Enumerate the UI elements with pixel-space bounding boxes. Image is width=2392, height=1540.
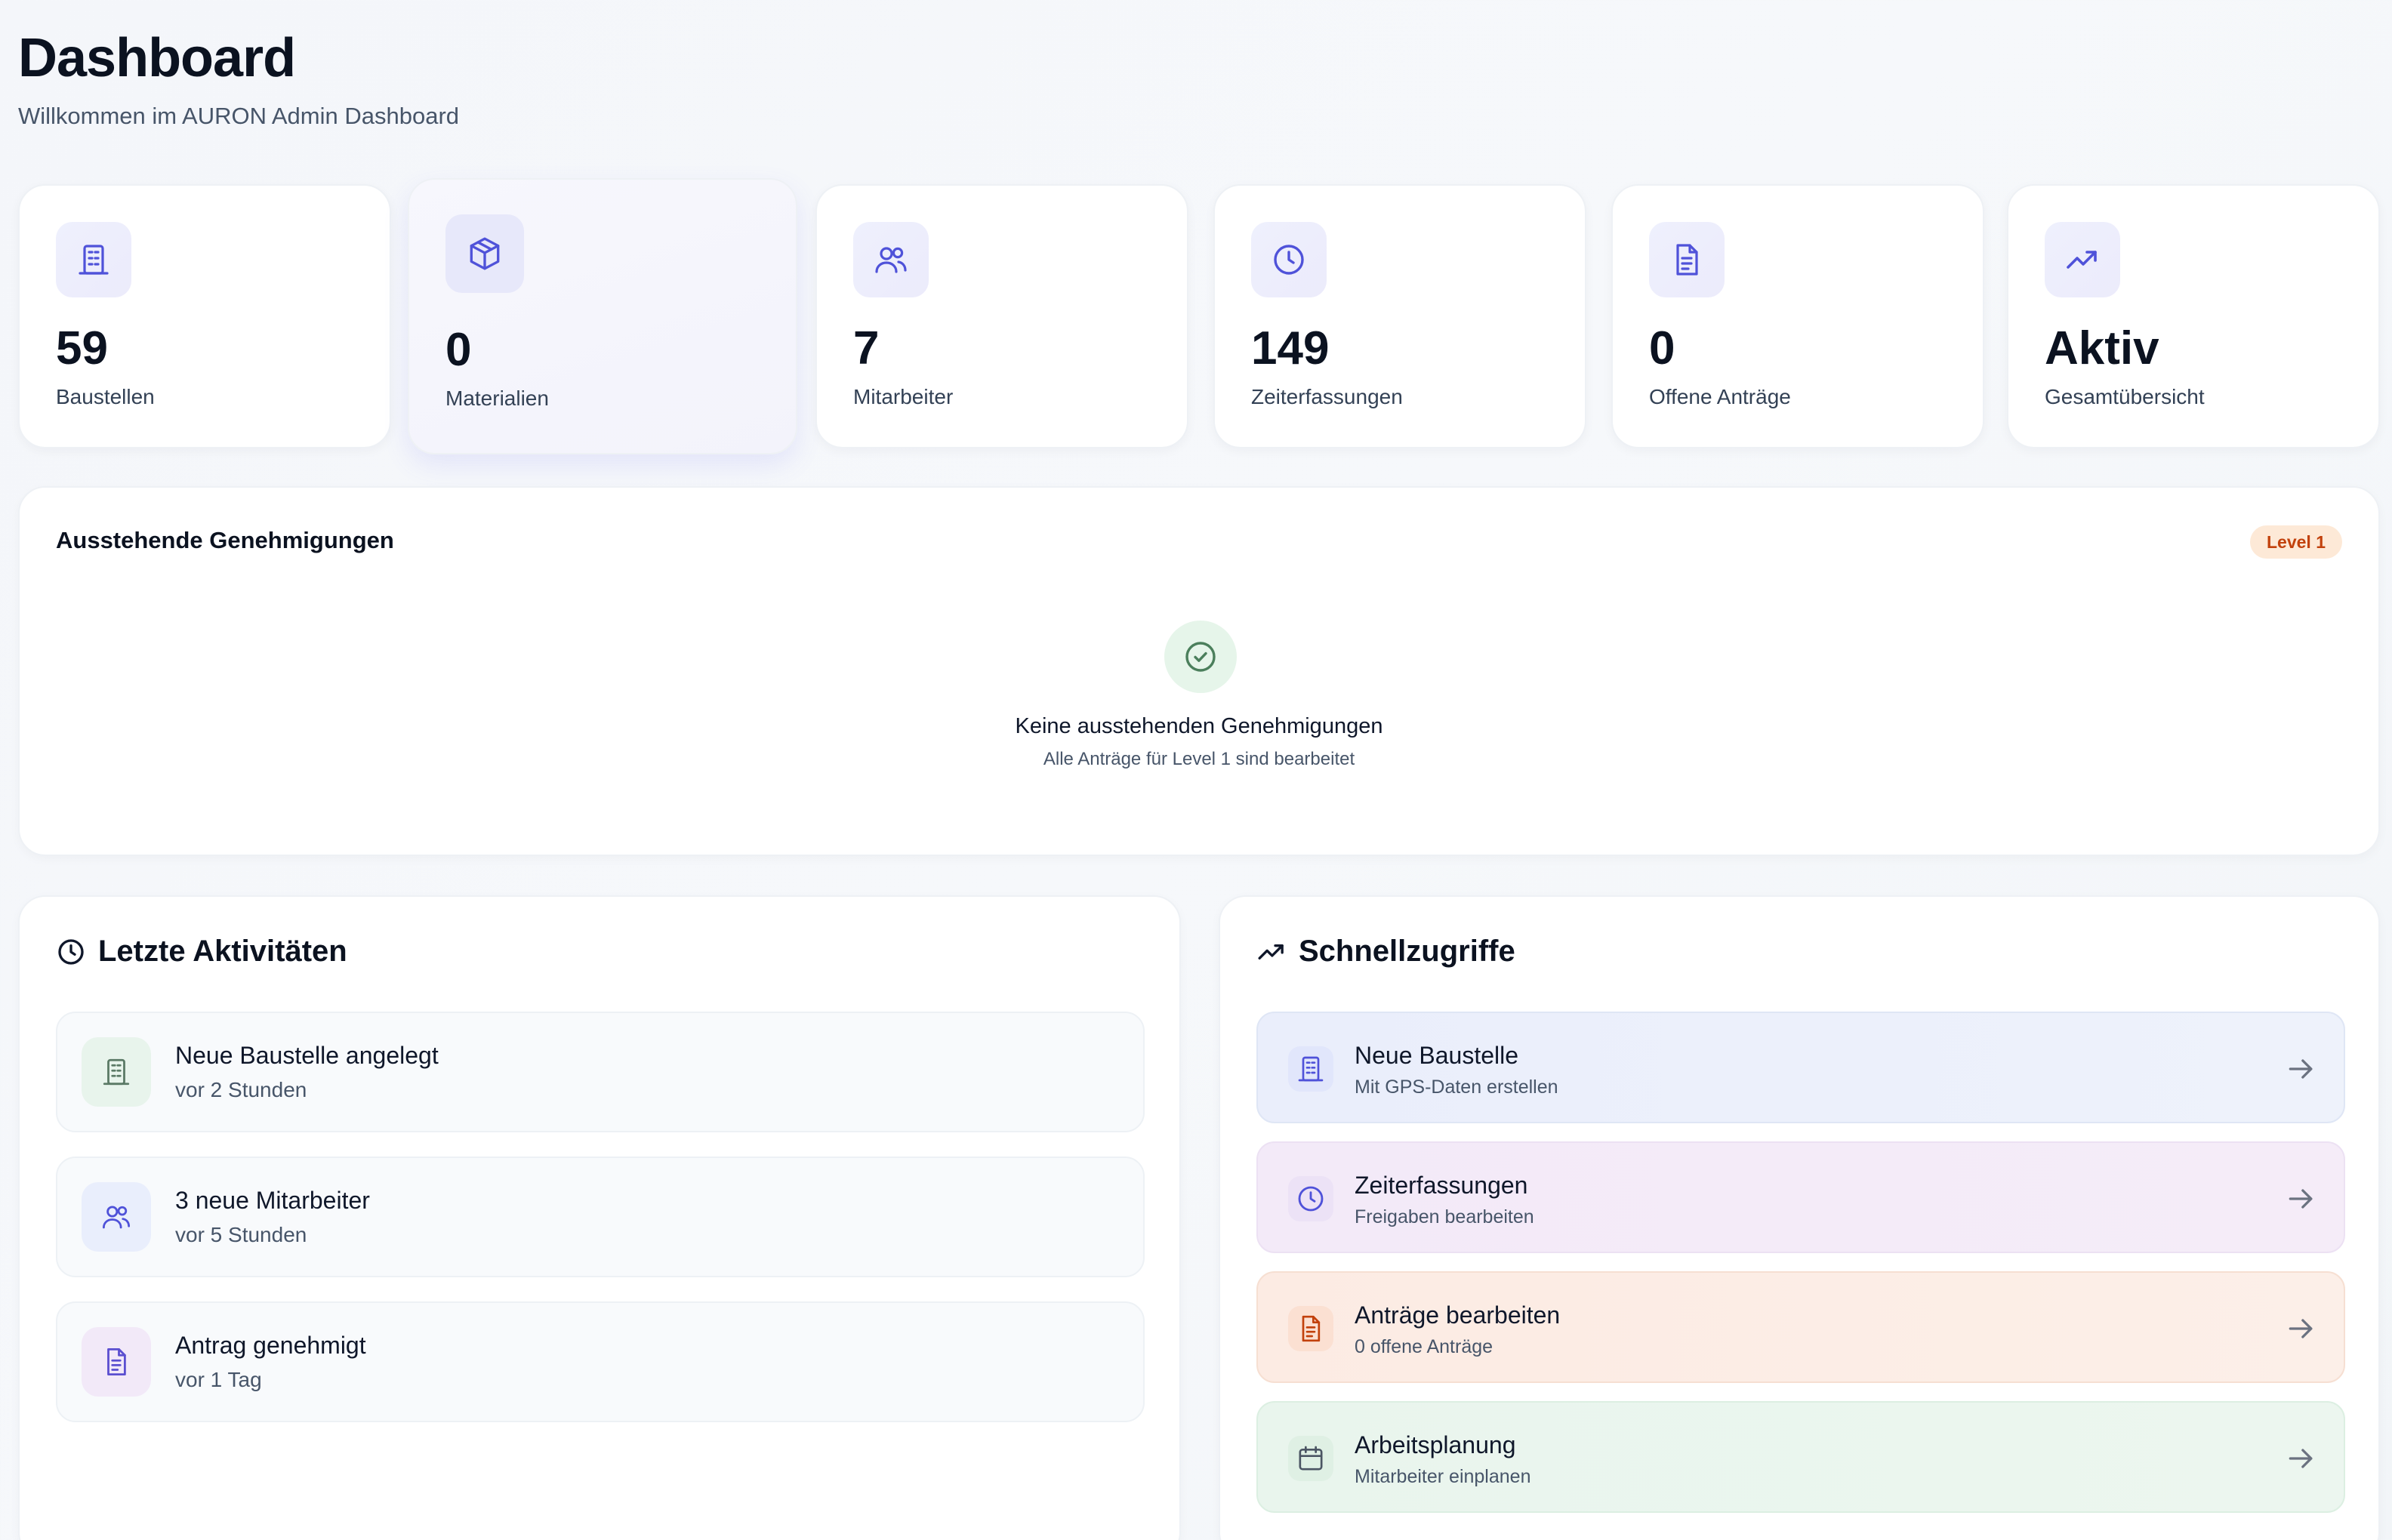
empty-state-subtitle: Alle Anträge für Level 1 sind bearbeitet: [1043, 749, 1355, 769]
arrow-right-icon: [2289, 1059, 2313, 1079]
level-badge: Level 1: [2250, 525, 2342, 559]
stat-label: Baustellen: [56, 385, 155, 408]
arrow-right-icon: [2289, 1449, 2313, 1468]
stat-label: Gesamtübersicht: [2045, 385, 2205, 408]
building-icon: [56, 222, 131, 297]
stat-card-gesamtuebersicht[interactable]: Aktiv Gesamtübersicht: [2007, 184, 2380, 448]
package-icon: [445, 214, 524, 293]
quick-link-neue-baustelle[interactable]: Neue Baustelle Mit GPS-Daten erstellen: [1256, 1012, 2345, 1123]
calendar-icon: [1288, 1436, 1333, 1481]
quick-link-subtitle: Mit GPS-Daten erstellen: [1355, 1076, 1558, 1098]
quick-access-title: Schnellzugriffe: [1256, 935, 1515, 969]
page-title: Dashboard: [18, 28, 296, 88]
stat-label: Materialien: [445, 387, 549, 410]
stat-label: Offene Anträge: [1649, 385, 1791, 408]
stat-card-mitarbeiter[interactable]: 7 Mitarbeiter: [815, 184, 1188, 448]
document-icon: [1288, 1306, 1333, 1351]
activity-item[interactable]: 3 neue Mitarbeiter vor 5 Stunden: [56, 1157, 1145, 1277]
quick-link-subtitle: Freigaben bearbeiten: [1355, 1206, 1534, 1227]
activity-item[interactable]: Neue Baustelle angelegt vor 2 Stunden: [56, 1012, 1145, 1132]
quick-link-title: Anträge bearbeiten: [1355, 1301, 1561, 1329]
activity-time: vor 2 Stunden: [175, 1078, 307, 1101]
activity-title: 3 neue Mitarbeiter: [175, 1187, 370, 1214]
clock-icon: [1288, 1176, 1333, 1221]
quick-link-title: Neue Baustelle: [1355, 1042, 1519, 1069]
document-icon: [1649, 222, 1725, 297]
stats-row: 59 Baustellen 0 Materialien 7 Mitarbeite…: [18, 178, 2380, 454]
empty-state-title: Keine ausstehenden Genehmigungen: [1015, 714, 1383, 738]
stat-value: 59: [56, 322, 108, 374]
quick-link-title: Zeiterfassungen: [1355, 1172, 1528, 1199]
trending-up-icon: [2045, 222, 2120, 297]
quick-link-antraege-bearbeiten[interactable]: Anträge bearbeiten 0 offene Anträge: [1256, 1271, 2345, 1383]
stat-value: Aktiv: [2045, 322, 2159, 374]
stat-card-materialien[interactable]: 0 Materialien: [408, 178, 797, 454]
stat-label: Mitarbeiter: [853, 385, 954, 408]
quick-link-title: Arbeitsplanung: [1355, 1431, 1516, 1458]
recent-activities-label: Letzte Aktivitäten: [98, 935, 347, 968]
building-icon: [82, 1037, 151, 1107]
users-icon: [82, 1182, 151, 1252]
stat-value: 0: [1649, 322, 1675, 374]
quick-access-label: Schnellzugriffe: [1299, 935, 1515, 968]
stat-card-baustellen[interactable]: 59 Baustellen: [18, 184, 391, 448]
stat-value: 7: [853, 322, 880, 374]
pending-approvals-title: Ausstehende Genehmigungen: [56, 527, 394, 553]
activity-time: vor 1 Tag: [175, 1368, 262, 1391]
quick-access-panel: Schnellzugriffe Neue Baustelle Mit GPS-D…: [1219, 895, 2380, 1540]
check-circle-icon: [1164, 621, 1237, 693]
activity-title: Neue Baustelle angelegt: [175, 1042, 439, 1069]
stat-card-offene-antraege[interactable]: 0 Offene Anträge: [1611, 184, 1984, 448]
recent-activities-panel: Letzte Aktivitäten Neue Baustelle angele…: [18, 895, 1181, 1540]
activity-title: Antrag genehmigt: [175, 1332, 366, 1359]
quick-link-subtitle: 0 offene Anträge: [1355, 1336, 1493, 1357]
clock-icon: [56, 937, 86, 967]
quick-link-zeiterfassungen[interactable]: Zeiterfassungen Freigaben bearbeiten: [1256, 1141, 2345, 1253]
arrow-right-icon: [2289, 1189, 2313, 1209]
activity-item[interactable]: Antrag genehmigt vor 1 Tag: [56, 1301, 1145, 1422]
arrow-right-icon: [2289, 1319, 2313, 1338]
trending-up-icon: [1256, 937, 1287, 967]
document-icon: [82, 1327, 151, 1397]
recent-activities-title: Letzte Aktivitäten: [56, 935, 347, 969]
stat-card-zeiterfassungen[interactable]: 149 Zeiterfassungen: [1213, 184, 1586, 448]
users-icon: [853, 222, 929, 297]
stat-label: Zeiterfassungen: [1251, 385, 1403, 408]
pending-approvals-card: Ausstehende Genehmigungen Level 1 Keine …: [18, 486, 2380, 856]
stat-value: 149: [1251, 322, 1330, 374]
quick-link-arbeitsplanung[interactable]: Arbeitsplanung Mitarbeiter einplanen: [1256, 1401, 2345, 1513]
activity-time: vor 5 Stunden: [175, 1223, 307, 1246]
quick-link-subtitle: Mitarbeiter einplanen: [1355, 1466, 1531, 1487]
clock-icon: [1251, 222, 1327, 297]
building-icon: [1288, 1046, 1333, 1092]
stat-value: 0: [445, 324, 472, 376]
page-subtitle: Willkommen im AURON Admin Dashboard: [18, 103, 460, 129]
